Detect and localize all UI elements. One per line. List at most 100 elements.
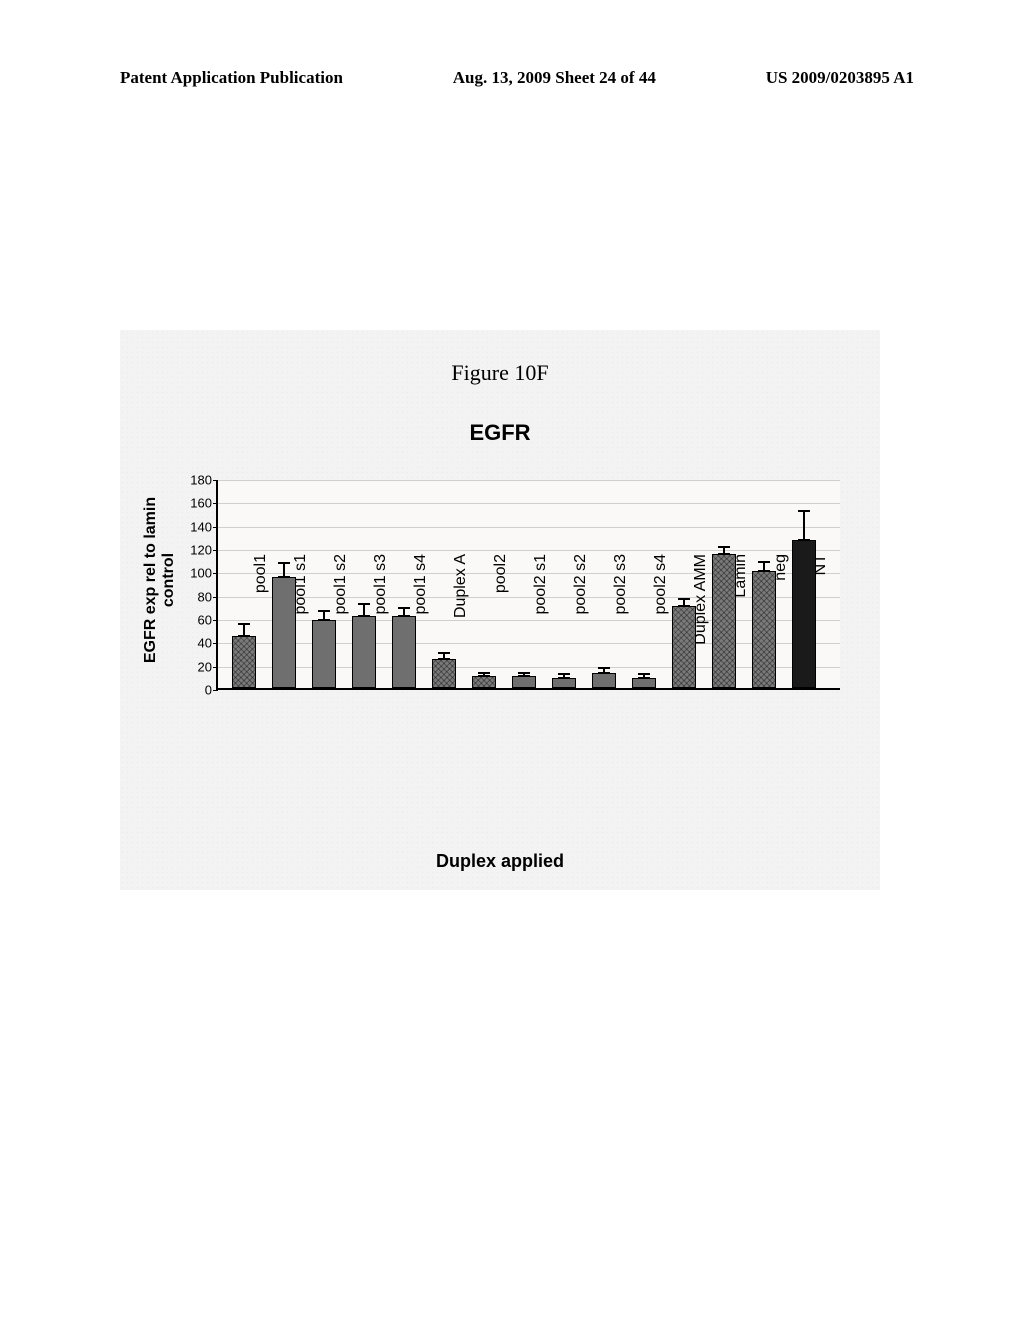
bar-fill <box>432 659 456 688</box>
bar <box>352 616 376 688</box>
y-tick-label: 0 <box>180 683 212 698</box>
bar <box>392 616 416 688</box>
x-axis-label: Duplex applied <box>120 851 880 872</box>
error-bar-cap <box>678 598 690 600</box>
error-bar-cap <box>638 673 650 675</box>
error-bar-cap <box>358 603 370 605</box>
bar-fill <box>352 616 376 688</box>
error-bar-cap <box>238 635 250 637</box>
y-tick-mark <box>213 527 218 528</box>
bar-fill <box>792 540 816 688</box>
x-tick-label: pool2 <box>492 554 510 694</box>
y-tick-label: 180 <box>180 473 212 488</box>
error-bar-cap <box>718 546 730 548</box>
error-bar-cap <box>758 561 770 563</box>
bar <box>632 678 656 689</box>
error-bar-cap <box>798 539 810 541</box>
error-bar-cap <box>478 675 490 677</box>
y-tick-mark <box>213 597 218 598</box>
bar-fill <box>672 606 696 688</box>
header-right: US 2009/0203895 A1 <box>766 68 914 88</box>
error-bar-cap <box>718 553 730 555</box>
y-tick-label: 140 <box>180 519 212 534</box>
chart-plot-area: 020406080100120140160180pool1pool1 s1poo… <box>216 480 840 690</box>
error-bar-cap <box>238 623 250 625</box>
error-bar-cap <box>358 615 370 617</box>
bar-fill <box>632 678 656 689</box>
bar-fill <box>752 571 776 688</box>
x-tick-label: pool2 s4 <box>652 554 670 694</box>
y-tick-mark <box>213 620 218 621</box>
bar <box>312 620 336 688</box>
bar <box>752 571 776 688</box>
bar <box>672 606 696 688</box>
y-axis-label: EGFR exp rel to lamin control <box>142 470 177 690</box>
chart-title: EGFR <box>120 420 880 446</box>
y-tick-label: 20 <box>180 659 212 674</box>
bar <box>472 676 496 688</box>
bar-fill <box>592 673 616 688</box>
bar-fill <box>272 577 296 688</box>
bar <box>232 636 256 689</box>
error-bar-cap <box>278 562 290 564</box>
figure-label: Figure 10F <box>120 360 880 386</box>
bar <box>272 577 296 688</box>
error-bar-cap <box>678 605 690 607</box>
bar-fill <box>712 554 736 688</box>
y-tick-mark <box>213 690 218 691</box>
error-bar-cap <box>318 610 330 612</box>
error-bar-cap <box>518 672 530 674</box>
bar-fill <box>312 620 336 688</box>
error-bar-cap <box>398 615 410 617</box>
y-tick-mark <box>213 573 218 574</box>
error-bar-stem <box>803 511 805 540</box>
bar <box>592 673 616 688</box>
header-center: Aug. 13, 2009 Sheet 24 of 44 <box>453 68 656 88</box>
page-header: Patent Application Publication Aug. 13, … <box>0 68 1024 88</box>
bar-fill <box>232 636 256 689</box>
bar <box>432 659 456 688</box>
y-tick-label: 160 <box>180 496 212 511</box>
error-bar-cap <box>798 510 810 512</box>
error-bar-cap <box>638 677 650 679</box>
gridline <box>218 527 840 528</box>
y-tick-label: 100 <box>180 566 212 581</box>
gridline <box>218 480 840 481</box>
bar-fill <box>552 678 576 689</box>
x-tick-label: pool2 s1 <box>532 554 550 694</box>
y-tick-label: 60 <box>180 613 212 628</box>
bar-fill <box>392 616 416 688</box>
y-tick-mark <box>213 550 218 551</box>
error-bar-cap <box>318 619 330 621</box>
header-left: Patent Application Publication <box>120 68 343 88</box>
bar <box>712 554 736 688</box>
y-tick-label: 40 <box>180 636 212 651</box>
bar <box>552 678 576 689</box>
bar <box>792 540 816 688</box>
error-bar-cap <box>598 672 610 674</box>
y-tick-mark <box>213 480 218 481</box>
bar <box>512 676 536 688</box>
bar-fill <box>472 676 496 688</box>
error-bar-cap <box>558 673 570 675</box>
error-bar-cap <box>438 658 450 660</box>
y-tick-mark <box>213 643 218 644</box>
y-tick-label: 120 <box>180 543 212 558</box>
error-bar-cap <box>278 576 290 578</box>
error-bar-cap <box>558 677 570 679</box>
error-bar-cap <box>438 652 450 654</box>
error-bar-cap <box>598 667 610 669</box>
error-bar-cap <box>478 672 490 674</box>
y-tick-mark <box>213 667 218 668</box>
gridline <box>218 550 840 551</box>
y-tick-mark <box>213 503 218 504</box>
error-bar-stem <box>283 563 285 577</box>
error-bar-cap <box>518 675 530 677</box>
bar-fill <box>512 676 536 688</box>
figure-panel: Figure 10F EGFR EGFR exp rel to lamin co… <box>120 330 880 890</box>
x-tick-label: pool2 s2 <box>572 554 590 694</box>
error-bar-cap <box>398 607 410 609</box>
error-bar-cap <box>758 570 770 572</box>
y-tick-label: 80 <box>180 589 212 604</box>
gridline <box>218 503 840 504</box>
